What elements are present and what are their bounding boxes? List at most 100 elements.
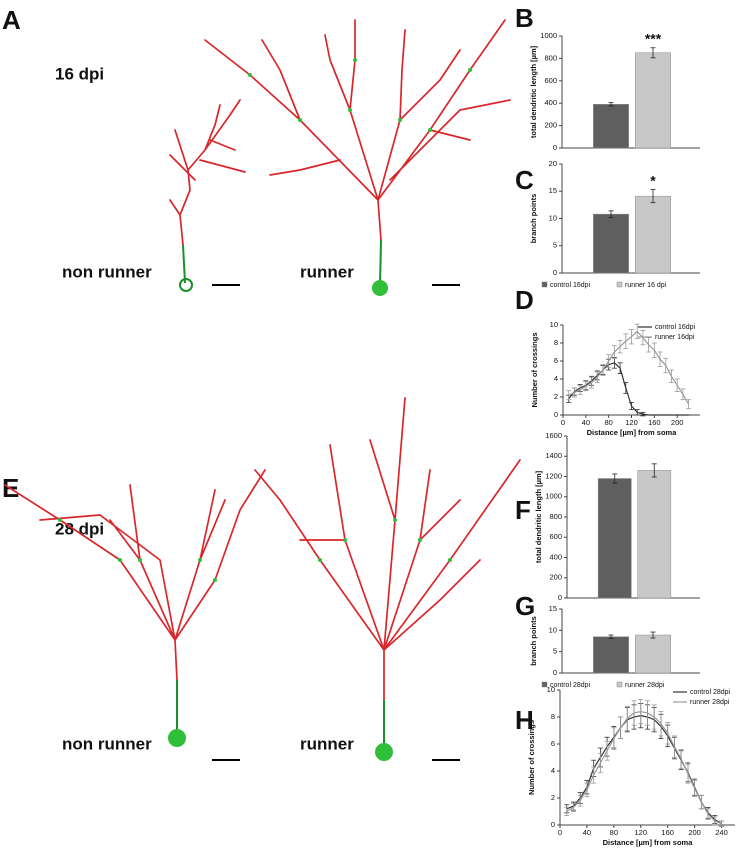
y-tick-label: 8 — [554, 338, 558, 347]
panel-letter: H — [515, 705, 534, 735]
y-tick-label: 6 — [554, 356, 558, 365]
neuron-16-non-runner — [169, 99, 246, 292]
y-tick-label: 15 — [549, 604, 557, 613]
y-tick-label: 400 — [544, 98, 557, 107]
x-tick-label: 80 — [610, 828, 618, 837]
neuron-label: runner — [300, 262, 354, 281]
y-tick-label: 15 — [549, 186, 557, 195]
y-tick-label: 5 — [553, 647, 557, 656]
y-axis-label: branch points — [529, 616, 538, 666]
y-tick-label: 5 — [553, 241, 557, 250]
panel-letter: D — [515, 285, 534, 315]
neuron-28-runner — [254, 397, 521, 761]
y-tick-label: 600 — [549, 532, 562, 541]
y-tick-label: 2 — [554, 392, 558, 401]
bar — [593, 636, 629, 674]
series-line — [568, 362, 689, 416]
legend-label: control 28dpi — [550, 682, 591, 689]
neuron-label: runner — [300, 734, 354, 753]
legend-label: runner 28dpi — [690, 699, 730, 706]
y-tick-label: 0 — [553, 668, 557, 677]
x-axis-label: Distance [µm] from soma — [603, 838, 694, 847]
y-axis-label: Number of crossings — [530, 332, 539, 407]
bar — [635, 52, 671, 149]
y-tick-label: 0 — [553, 268, 557, 277]
bar — [635, 634, 671, 674]
y-axis-label: Number of crossings — [527, 720, 536, 795]
neuron-label: non runner — [62, 734, 152, 753]
bar — [593, 213, 629, 274]
y-tick-label: 10 — [547, 685, 555, 694]
y-tick-label: 200 — [544, 121, 557, 130]
y-tick-label: 8 — [551, 712, 555, 721]
series-line — [566, 715, 722, 825]
series-line — [568, 330, 690, 405]
bar — [637, 470, 672, 599]
panel-letter: G — [515, 591, 535, 621]
legend-label: runner 16dpi — [655, 334, 695, 341]
y-tick-label: 400 — [549, 552, 562, 561]
legend-swatch — [541, 681, 548, 688]
y-tick-label: 800 — [549, 512, 562, 521]
panel-letter: F — [515, 495, 531, 525]
bar — [597, 478, 632, 599]
series-line — [566, 710, 722, 825]
x-tick-label: 240 — [715, 828, 728, 837]
bar — [593, 104, 629, 149]
legend-label: control 16dpi — [655, 324, 696, 331]
significance: *** — [645, 30, 662, 46]
y-tick-label: 20 — [549, 159, 557, 168]
y-tick-label: 2 — [551, 793, 555, 802]
x-tick-label: 160 — [648, 418, 661, 427]
x-tick-label: 160 — [661, 828, 674, 837]
scale-bars — [212, 284, 460, 761]
legend-swatch — [541, 281, 548, 288]
y-tick-label: 200 — [549, 573, 562, 582]
x-tick-label: 0 — [561, 418, 565, 427]
y-tick-label: 0 — [553, 143, 557, 152]
y-tick-label: 0 — [554, 410, 558, 419]
y-tick-label: 1600 — [545, 431, 562, 440]
x-tick-label: 40 — [583, 828, 591, 837]
x-tick-label: 200 — [671, 418, 684, 427]
y-tick-label: 10 — [549, 213, 557, 222]
bar — [635, 195, 671, 274]
y-tick-label: 10 — [549, 625, 557, 634]
legend-swatch — [616, 281, 623, 288]
significance: * — [650, 172, 656, 188]
y-tick-label: 4 — [551, 766, 555, 775]
x-axis-label: Distance [µm] from soma — [587, 428, 678, 437]
legend-label: control 16dpi — [550, 282, 591, 289]
y-tick-label: 6 — [551, 739, 555, 748]
x-tick-label: 0 — [558, 828, 562, 837]
y-tick-label: 0 — [551, 820, 555, 829]
neuron-16-runner — [204, 19, 511, 296]
x-tick-label: 80 — [604, 418, 612, 427]
x-tick-label: 120 — [625, 418, 638, 427]
legend-label: runner 16 dpi — [625, 282, 667, 289]
y-tick-label: 1000 — [540, 31, 557, 40]
neuron-label: non runner — [62, 262, 152, 281]
neuron-28-non-runner — [4, 469, 266, 747]
y-axis-label: branch points — [529, 194, 538, 244]
y-axis-label: total dendritic length [µm] — [529, 45, 538, 138]
legend-label: control 28dpi — [690, 689, 731, 696]
y-tick-label: 1400 — [545, 451, 562, 460]
panel-letter: C — [515, 165, 534, 195]
legend-label: runner 28dpi — [625, 682, 665, 689]
x-tick-label: 40 — [582, 418, 590, 427]
panel-letter: A — [2, 5, 21, 35]
y-tick-label: 10 — [550, 320, 558, 329]
y-tick-label: 4 — [554, 374, 558, 383]
legend-swatch — [616, 681, 623, 688]
y-tick-label: 800 — [544, 53, 557, 62]
y-axis-label: total dendritic length [µm] — [534, 470, 543, 563]
y-tick-label: 1000 — [545, 492, 562, 501]
dpi-label: 16 dpi — [55, 64, 104, 83]
y-tick-label: 0 — [558, 593, 562, 602]
y-tick-label: 600 — [544, 76, 557, 85]
panel-letter: B — [515, 3, 534, 33]
x-tick-label: 120 — [635, 828, 648, 837]
y-tick-label: 1200 — [545, 471, 562, 480]
